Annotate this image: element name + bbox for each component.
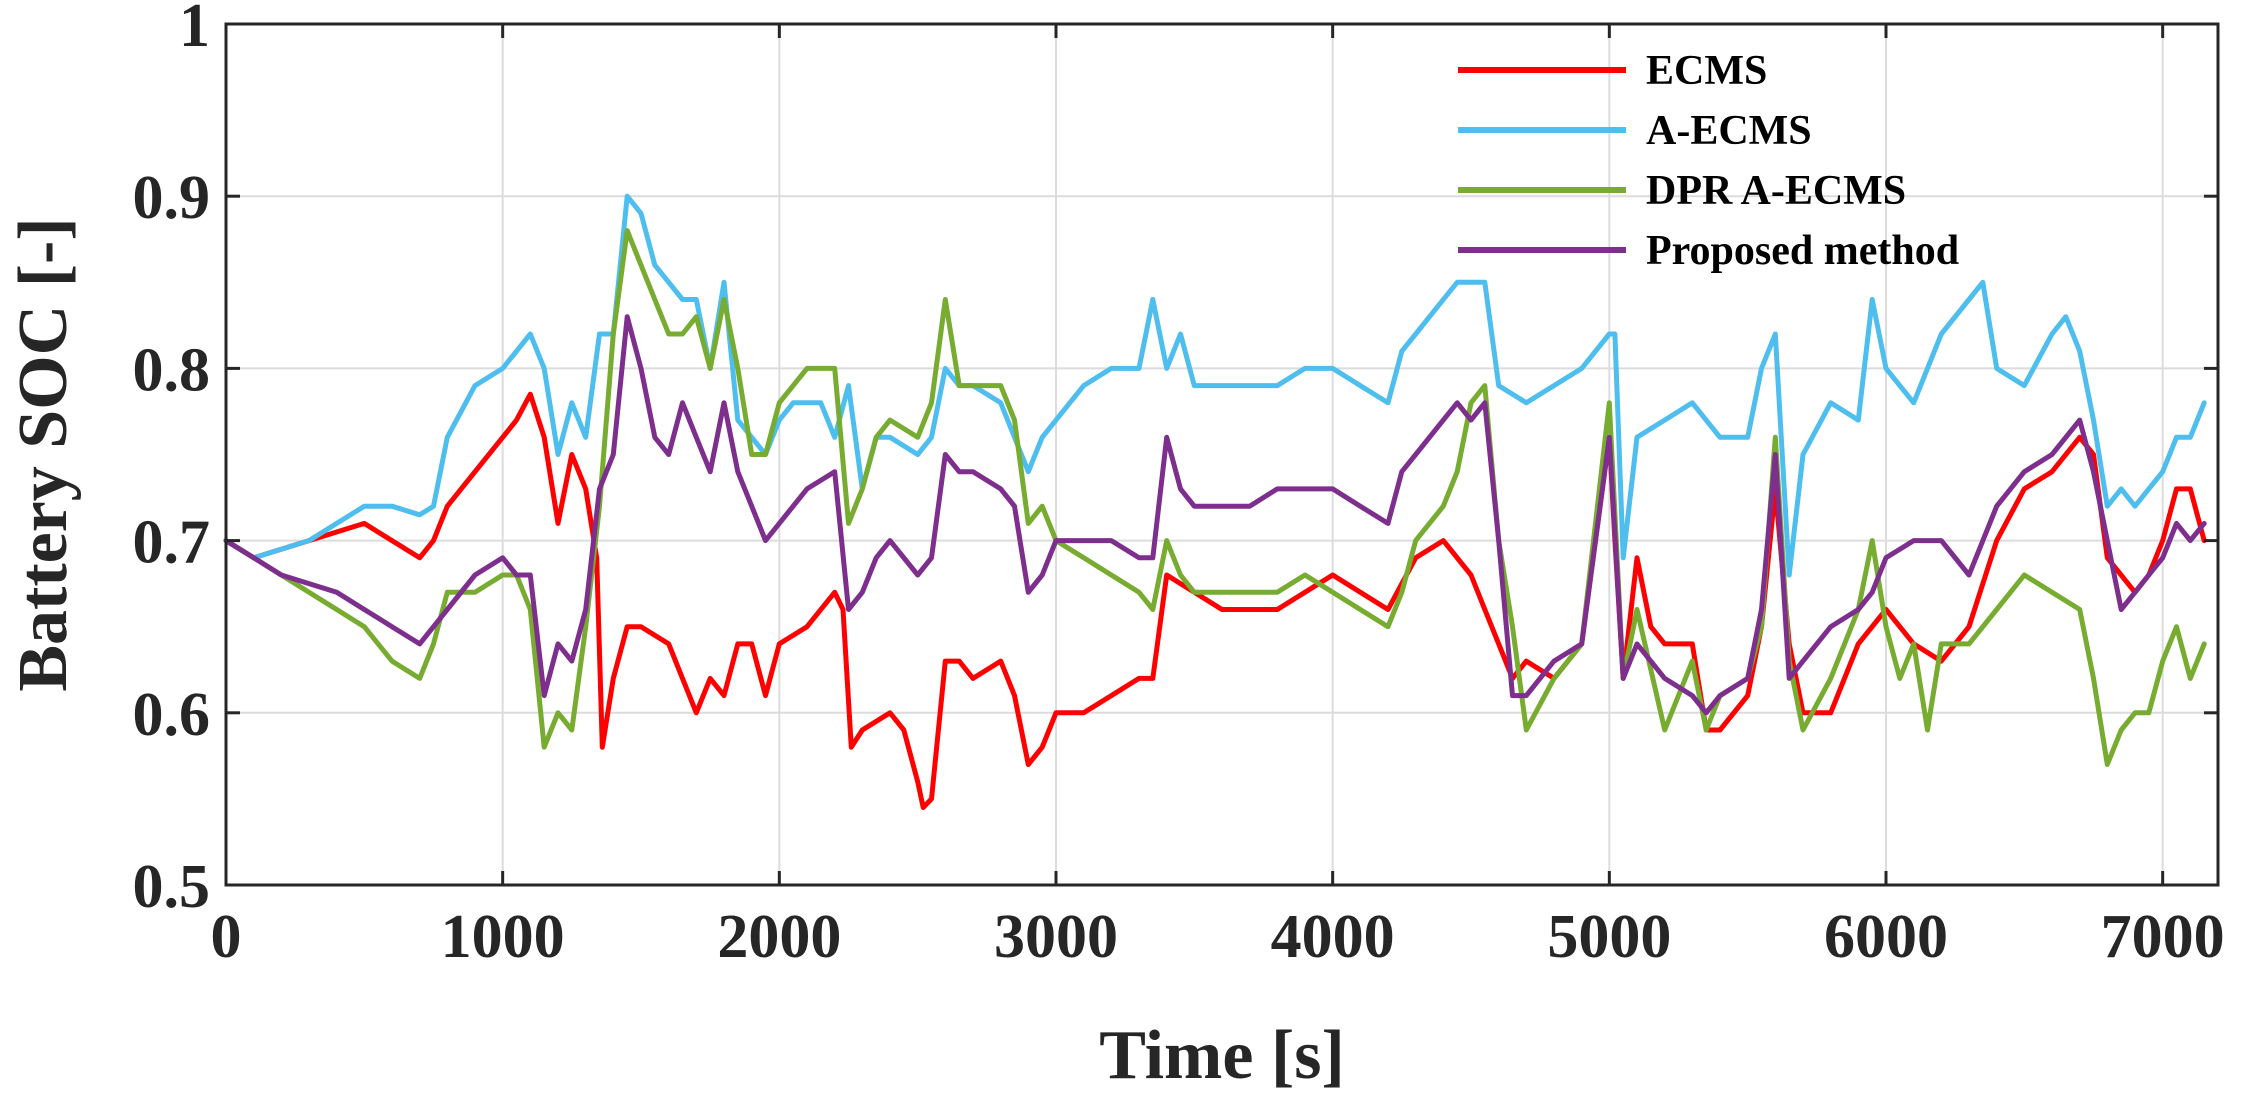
legend-label: A-ECMS	[1646, 108, 1812, 154]
y-tick-label: 0.7	[133, 509, 211, 577]
x-tick-label: 1000	[441, 903, 565, 971]
series-line-ecms	[223, 391, 2207, 810]
series-line-dpr-a-ecms	[223, 228, 2207, 767]
y-tick-label: 0.9	[133, 164, 211, 232]
plot-area-border	[224, 22, 2220, 887]
x-tick-label: 5000	[1547, 903, 1671, 971]
x-axis-ticks: 0 1000 2000 3000 4000 5000 6000 7000	[211, 24, 2225, 971]
legend-label: DPR A-ECMS	[1646, 168, 1906, 214]
y-tick-label: 0.6	[133, 681, 211, 749]
series-line-a-ecms	[223, 193, 2207, 578]
y-tick-label: 0.8	[133, 336, 211, 404]
x-tick-label: 3000	[994, 903, 1118, 971]
y-tick-label: 0.5	[133, 853, 211, 921]
y-tick-label: 1	[179, 0, 210, 60]
x-axis-title: Time [s]	[1099, 1017, 1345, 1094]
legend-label: ECMS	[1646, 48, 1767, 94]
x-tick-label: 2000	[717, 903, 841, 971]
grid-lines	[226, 24, 2218, 885]
y-axis-ticks: 0.5 0.6 0.7 0.8 0.9 1	[133, 0, 2218, 921]
x-tick-label: 7000	[2101, 903, 2225, 971]
series-line-proposed-method	[223, 314, 2207, 716]
y-axis-title: Battery SOC [-]	[5, 217, 82, 691]
x-tick-label: 6000	[1824, 903, 1948, 971]
legend-label: Proposed method	[1646, 228, 1959, 274]
x-tick-label: 0	[211, 903, 242, 971]
x-tick-label: 4000	[1271, 903, 1395, 971]
series-lines	[223, 193, 2207, 810]
legend: ECMS A-ECMS DPR A-ECMS Proposed method	[1458, 48, 1959, 274]
